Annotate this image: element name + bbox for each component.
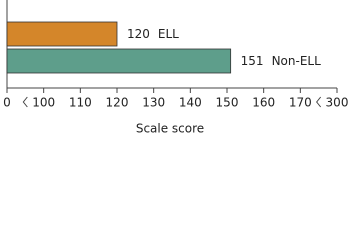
category-label: ELL [158, 27, 179, 41]
page: Scale score 0 100 110 120 130 140 150 160 170 300… [3, 0, 349, 136]
x-tick-label: 140 [179, 96, 202, 110]
bar-label: 120 ELL [127, 27, 179, 41]
x-tick-label: 110 [69, 96, 92, 110]
x-tick-label: 170 [289, 96, 312, 110]
x-tick-label: 120 [106, 96, 129, 110]
x-tick-label: 150 [216, 96, 239, 110]
x-tick-label: 160 [252, 96, 275, 110]
axis-break [316, 96, 322, 108]
x-tick-label: 100 [32, 96, 55, 110]
bar [6, 48, 232, 74]
value-label: 120 [127, 27, 150, 41]
x-axis-label: Scale score [136, 122, 204, 136]
x-tick-label: 0 [3, 96, 11, 110]
axis-break [22, 96, 28, 108]
value-label: 151 [241, 54, 264, 68]
bar-label: 151 Non-ELL [241, 54, 321, 68]
bar [6, 21, 118, 47]
x-tick-label: 130 [142, 96, 165, 110]
category-label: Non-ELL [272, 54, 322, 68]
x-tick-label: 300 [326, 96, 349, 110]
chart: Scale score 0 100 110 120 130 140 150 160 170 300… [3, 0, 349, 136]
